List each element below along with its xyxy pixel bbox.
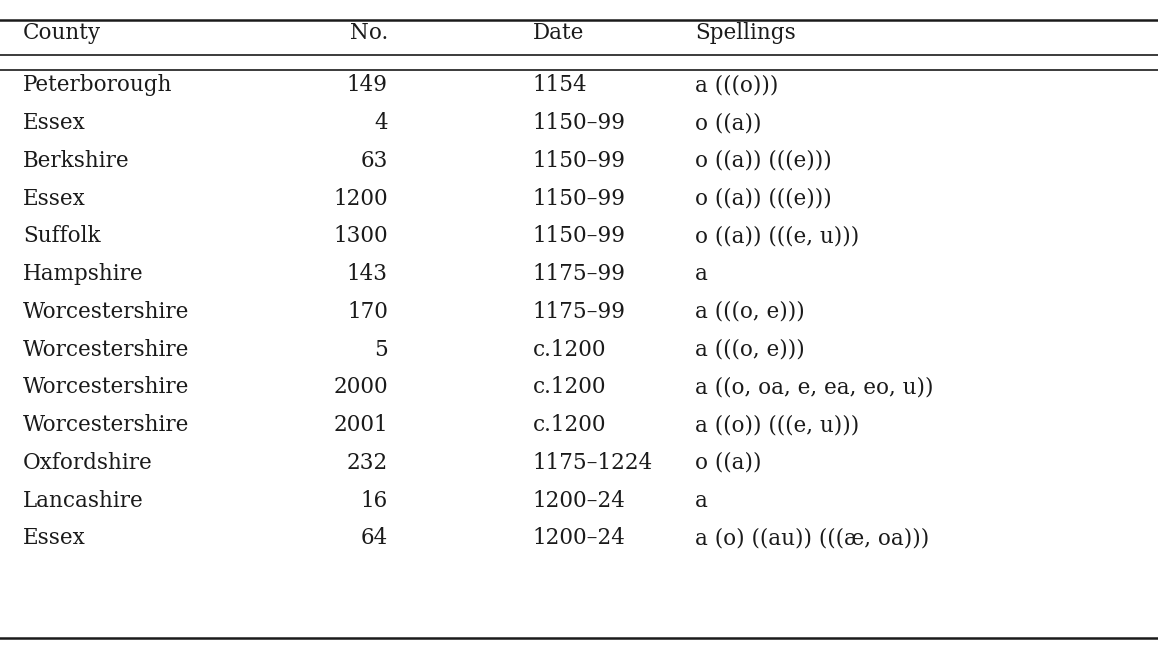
Text: a ((o)) (((e, u))): a ((o)) (((e, u))) — [695, 414, 859, 436]
Text: 1150–99: 1150–99 — [533, 225, 625, 247]
Text: 1150–99: 1150–99 — [533, 150, 625, 172]
Text: Date: Date — [533, 21, 584, 44]
Text: 64: 64 — [360, 527, 388, 549]
Text: Worcestershire: Worcestershire — [23, 376, 190, 398]
Text: 16: 16 — [360, 490, 388, 512]
Text: o ((a)): o ((a)) — [695, 452, 761, 474]
Text: 4: 4 — [374, 112, 388, 134]
Text: a (((o, e))): a (((o, e))) — [695, 339, 805, 361]
Text: o ((a)): o ((a)) — [695, 112, 761, 134]
Text: Berkshire: Berkshire — [23, 150, 130, 172]
Text: 143: 143 — [347, 263, 388, 285]
Text: 232: 232 — [346, 452, 388, 474]
Text: a: a — [695, 490, 708, 512]
Text: Peterborough: Peterborough — [23, 74, 173, 96]
Text: Lancashire: Lancashire — [23, 490, 144, 512]
Text: o ((a)) (((e, u))): o ((a)) (((e, u))) — [695, 225, 859, 247]
Text: 1154: 1154 — [533, 74, 587, 96]
Text: 1200–24: 1200–24 — [533, 490, 625, 512]
Text: Suffolk: Suffolk — [23, 225, 101, 247]
Text: County: County — [23, 21, 101, 44]
Text: 1175–99: 1175–99 — [533, 301, 625, 323]
Text: 1200: 1200 — [334, 187, 388, 210]
Text: c.1200: c.1200 — [533, 339, 606, 361]
Text: Essex: Essex — [23, 187, 86, 210]
Text: Hampshire: Hampshire — [23, 263, 144, 285]
Text: a: a — [695, 263, 708, 285]
Text: 2000: 2000 — [334, 376, 388, 398]
Text: 1300: 1300 — [334, 225, 388, 247]
Text: 1200–24: 1200–24 — [533, 527, 625, 549]
Text: o ((a)) (((e))): o ((a)) (((e))) — [695, 150, 831, 172]
Text: c.1200: c.1200 — [533, 414, 606, 436]
Text: 2001: 2001 — [334, 414, 388, 436]
Text: o ((a)) (((e))): o ((a)) (((e))) — [695, 187, 831, 210]
Text: Essex: Essex — [23, 112, 86, 134]
Text: 1150–99: 1150–99 — [533, 112, 625, 134]
Text: c.1200: c.1200 — [533, 376, 606, 398]
Text: 149: 149 — [347, 74, 388, 96]
Text: Worcestershire: Worcestershire — [23, 414, 190, 436]
Text: Spellings: Spellings — [695, 21, 796, 44]
Text: 5: 5 — [374, 339, 388, 361]
Text: 1150–99: 1150–99 — [533, 187, 625, 210]
Text: No.: No. — [350, 21, 388, 44]
Text: a ((o, oa, e, ea, eo, u)): a ((o, oa, e, ea, eo, u)) — [695, 376, 933, 398]
Text: Essex: Essex — [23, 527, 86, 549]
Text: Oxfordshire: Oxfordshire — [23, 452, 153, 474]
Text: a (((o, e))): a (((o, e))) — [695, 301, 805, 323]
Text: Worcestershire: Worcestershire — [23, 339, 190, 361]
Text: Worcestershire: Worcestershire — [23, 301, 190, 323]
Text: a (o) ((au)) (((æ, oa))): a (o) ((au)) (((æ, oa))) — [695, 527, 929, 549]
Text: a (((o))): a (((o))) — [695, 74, 778, 96]
Text: 1175–99: 1175–99 — [533, 263, 625, 285]
Text: 170: 170 — [347, 301, 388, 323]
Text: 1175–1224: 1175–1224 — [533, 452, 653, 474]
Text: 63: 63 — [360, 150, 388, 172]
